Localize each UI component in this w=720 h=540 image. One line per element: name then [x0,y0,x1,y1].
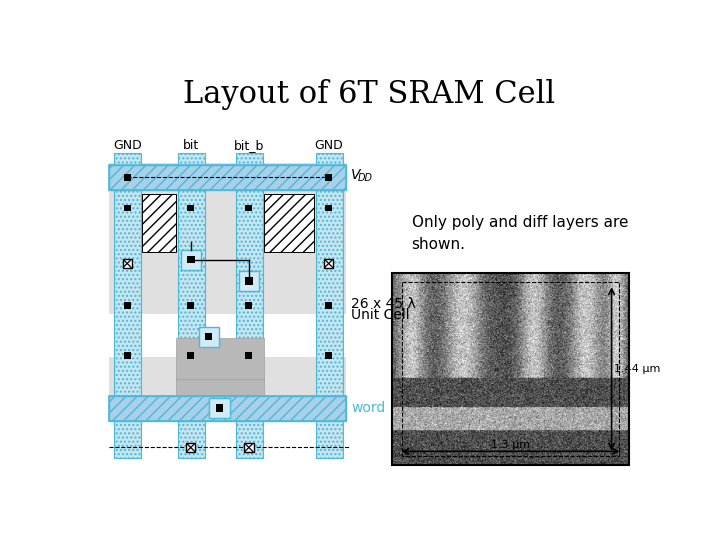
Text: 1.44 μm: 1.44 μm [614,364,660,374]
Bar [124,174,131,181]
Text: V: V [351,168,361,182]
Bar [109,164,346,314]
Bar [244,443,253,452]
Bar [245,278,253,285]
Bar [124,205,131,212]
Bar [178,153,204,457]
Bar [109,165,346,190]
Bar [142,194,176,252]
Bar [246,353,253,359]
Bar [264,194,314,252]
Bar [109,396,346,421]
Bar [181,249,201,269]
Text: bit: bit [183,139,199,152]
Bar [392,273,629,465]
Text: bit_b: bit_b [234,139,264,152]
Bar [215,404,223,412]
Bar [402,282,619,456]
Bar [176,338,264,381]
Bar [246,301,253,308]
Bar [109,396,346,421]
Bar [186,443,195,452]
Bar [187,256,194,264]
Bar [124,301,131,308]
Bar [235,153,263,457]
Bar [239,271,259,291]
Bar [246,205,253,212]
Bar [122,259,132,268]
Bar [325,353,332,359]
Bar [187,353,194,359]
Bar [187,301,194,308]
Text: 1.3 μm: 1.3 μm [491,440,530,450]
Bar [325,205,332,212]
Bar [199,327,219,347]
Bar [210,398,230,419]
Bar [325,301,332,308]
Text: Only poly and diff layers are
shown.: Only poly and diff layers are shown. [412,215,628,252]
Bar [204,333,212,340]
Bar [114,153,141,457]
Bar [124,353,131,359]
Text: Unit Cell: Unit Cell [351,308,410,322]
Bar [324,259,333,268]
Bar [109,357,346,419]
Text: GND: GND [315,139,343,152]
Bar [109,165,346,190]
Text: word: word [351,401,385,415]
Text: Layout of 6T SRAM Cell: Layout of 6T SRAM Cell [183,78,555,110]
Bar [187,205,194,212]
Text: GND: GND [113,139,142,152]
Text: DD: DD [357,173,372,183]
Text: 26 x 45 λ: 26 x 45 λ [351,296,416,310]
Bar [325,174,332,181]
Bar [315,153,343,457]
Bar [176,379,264,414]
